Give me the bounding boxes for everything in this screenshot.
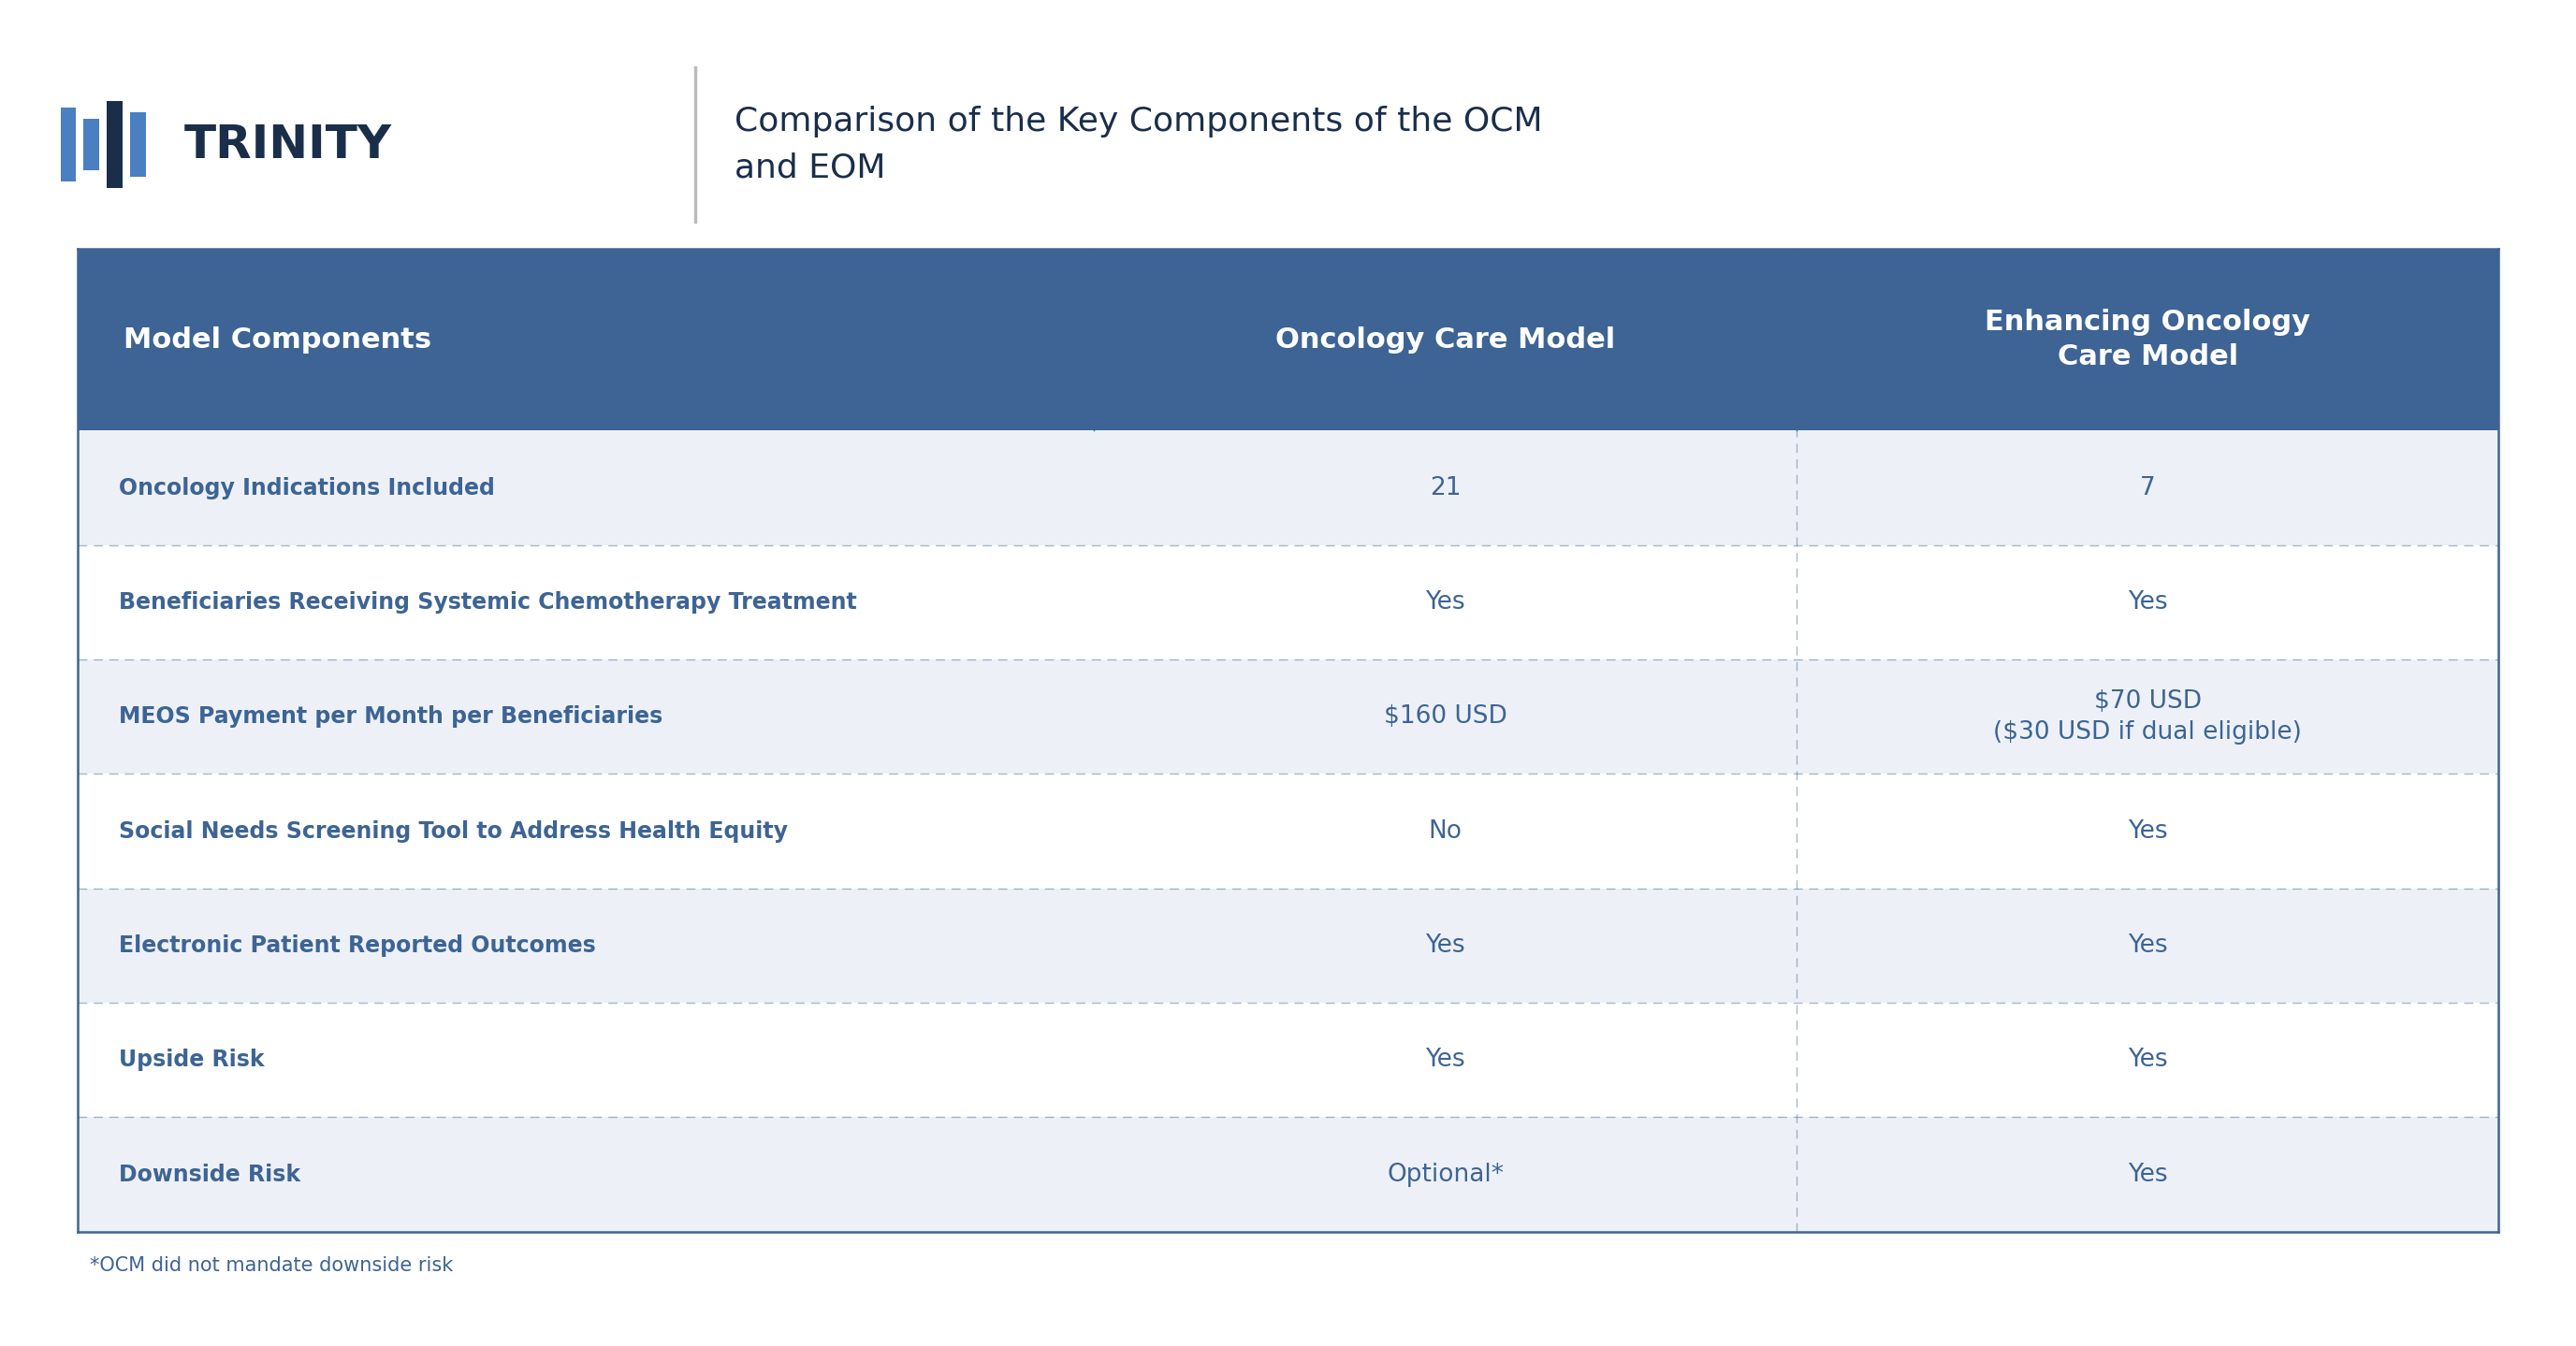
- Bar: [77, 249, 2499, 431]
- Bar: [77, 1117, 2499, 1232]
- Text: Optional*: Optional*: [1386, 1162, 1504, 1187]
- Bar: [77, 888, 2499, 1003]
- Text: Yes: Yes: [2128, 590, 2166, 615]
- Text: Enhancing Oncology
Care Model: Enhancing Oncology Care Model: [1984, 310, 2311, 370]
- Text: Yes: Yes: [2128, 818, 2166, 844]
- Text: Oncology Indications Included: Oncology Indications Included: [118, 476, 495, 499]
- Bar: [77, 774, 2499, 888]
- Text: Beneficiaries Receiving Systemic Chemotherapy Treatment: Beneficiaries Receiving Systemic Chemoth…: [118, 591, 858, 614]
- Bar: [62, 108, 77, 182]
- Text: Social Needs Screening Tool to Address Health Equity: Social Needs Screening Tool to Address H…: [118, 820, 788, 843]
- Text: $160 USD: $160 USD: [1383, 704, 1507, 730]
- Text: MEOS Payment per Month per Beneficiaries: MEOS Payment per Month per Beneficiaries: [118, 705, 662, 728]
- Text: $70 USD
($30 USD if dual eligible): $70 USD ($30 USD if dual eligible): [1994, 689, 2303, 744]
- Text: *OCM did not mandate downside risk: *OCM did not mandate downside risk: [90, 1256, 453, 1275]
- Bar: [82, 120, 98, 171]
- Text: Model Components: Model Components: [124, 326, 433, 354]
- Text: Upside Risk: Upside Risk: [118, 1049, 265, 1071]
- Bar: [77, 1003, 2499, 1117]
- Text: 7: 7: [2141, 475, 2156, 501]
- Text: Yes: Yes: [1425, 933, 1466, 958]
- Text: Yes: Yes: [2128, 933, 2166, 958]
- Text: Downside Risk: Downside Risk: [118, 1163, 301, 1186]
- Text: Electronic Patient Reported Outcomes: Electronic Patient Reported Outcomes: [118, 934, 595, 957]
- Bar: [77, 431, 2499, 545]
- Text: Yes: Yes: [1425, 1047, 1466, 1073]
- Text: TRINITY: TRINITY: [185, 122, 392, 167]
- Bar: [108, 101, 124, 188]
- Text: Yes: Yes: [2128, 1047, 2166, 1073]
- Text: Yes: Yes: [1425, 590, 1466, 615]
- Text: Comparison of the Key Components of the OCM
and EOM: Comparison of the Key Components of the …: [734, 105, 1543, 184]
- Text: 21: 21: [1430, 475, 1461, 501]
- Text: No: No: [1430, 818, 1463, 844]
- Text: Oncology Care Model: Oncology Care Model: [1275, 326, 1615, 354]
- Text: Yes: Yes: [2128, 1162, 2166, 1187]
- Bar: [77, 545, 2499, 660]
- Bar: [129, 113, 144, 178]
- Bar: [77, 660, 2499, 774]
